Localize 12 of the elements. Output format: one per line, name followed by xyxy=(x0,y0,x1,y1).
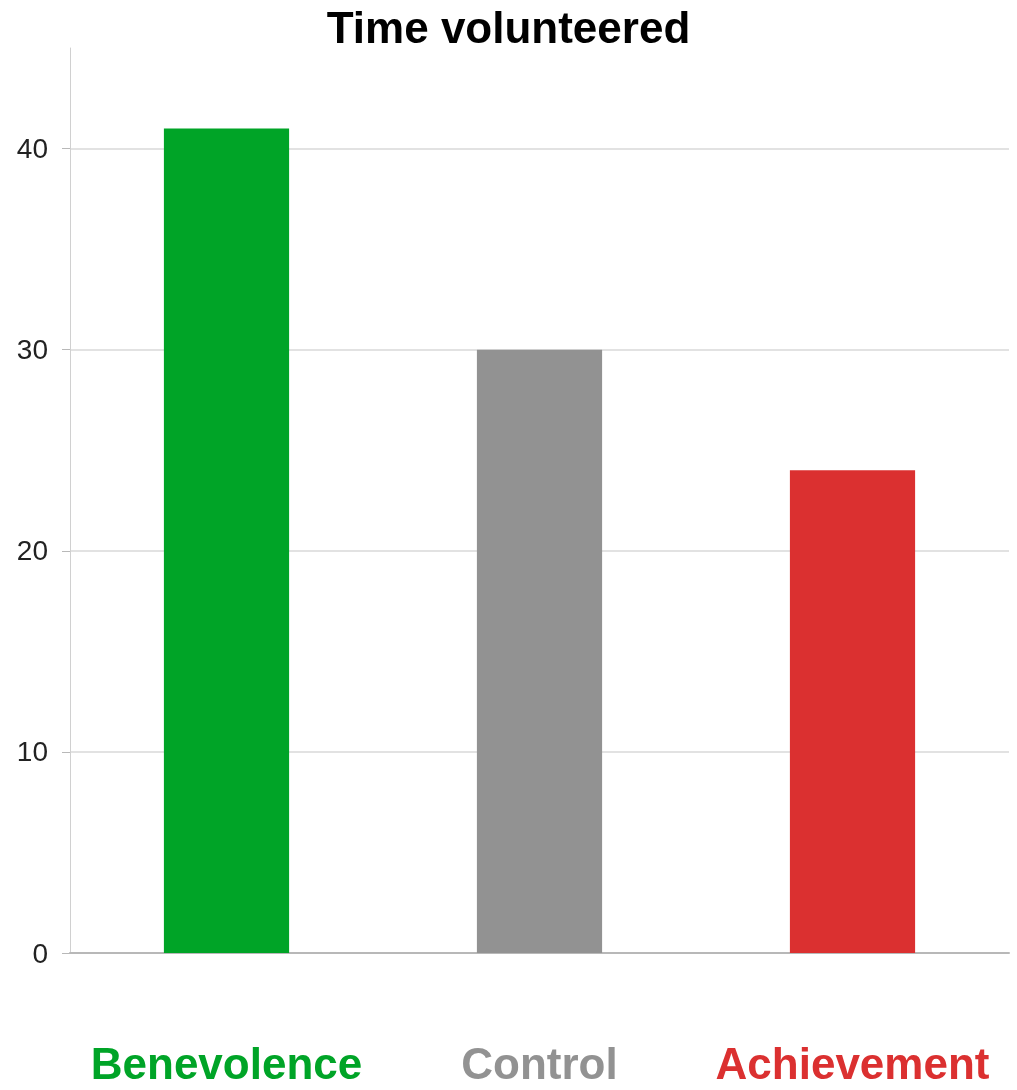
y-tick-label: 40 xyxy=(16,133,48,165)
bar xyxy=(789,470,916,953)
bar xyxy=(163,128,290,953)
bar xyxy=(476,349,603,953)
x-tick-label: Achievement xyxy=(715,1038,990,1088)
y-tick-label: 0 xyxy=(32,937,48,969)
x-tick-label: Benevolence xyxy=(90,1038,363,1088)
y-tick-label: 20 xyxy=(16,535,48,567)
y-tick-label: 30 xyxy=(16,334,48,366)
chart-title: Time volunteered xyxy=(326,2,691,52)
y-tick-label: 10 xyxy=(16,736,48,768)
x-tick-label: Control xyxy=(461,1038,618,1088)
